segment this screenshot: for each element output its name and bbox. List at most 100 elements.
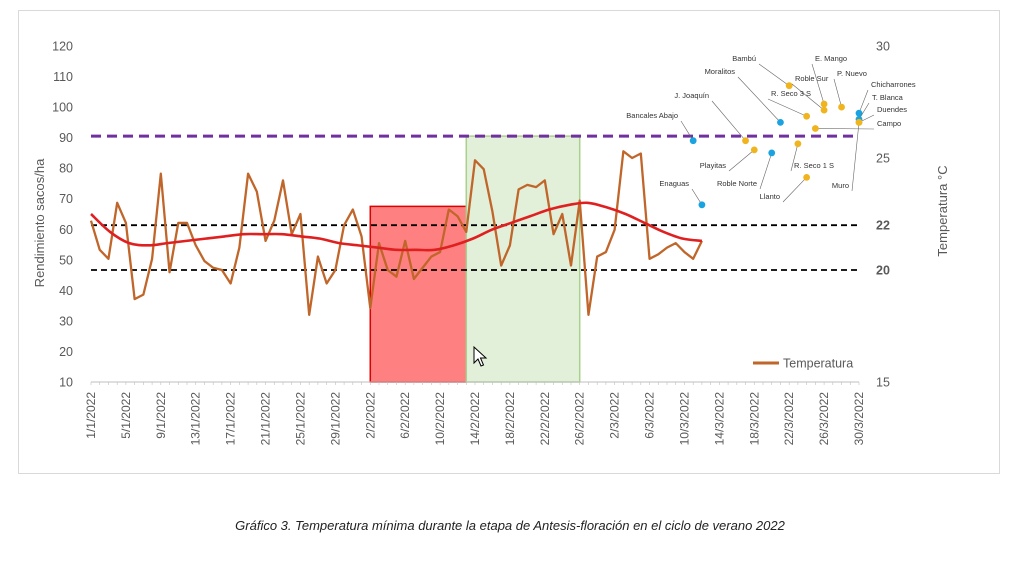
site-point-13: [768, 149, 776, 157]
x-tick-label-1: 5/1/2022: [119, 392, 133, 439]
site-label-12: Playitas: [700, 161, 727, 170]
site-point-4: [838, 103, 845, 111]
y-tick-label-5: 60: [59, 223, 73, 237]
period-box-1: [465, 135, 581, 383]
site-leader-6: [858, 89, 869, 114]
site-label-0: Bambú: [732, 54, 756, 63]
x-tick-label-17: 10/3/2022: [677, 392, 691, 446]
y2-axis-title: Temperatura °C: [935, 165, 950, 256]
x-tick-label-5: 21/1/2022: [259, 392, 273, 446]
site-label-10: Bancales Abajo: [626, 111, 678, 120]
x-tick-label-14: 26/2/2022: [573, 392, 587, 446]
site-point-10: [689, 137, 697, 145]
site-point-12: [750, 146, 758, 154]
y-tick-label-7: 80: [59, 162, 73, 176]
x-tick-label-16: 6/3/2022: [643, 392, 657, 439]
series-line-trend: [90, 201, 703, 252]
x-tick-label-18: 14/3/2022: [712, 392, 726, 446]
site-point-6: [855, 109, 863, 117]
x-tick-label-15: 2/3/2022: [608, 392, 622, 439]
x-tick-label-8: 2/2/2022: [363, 392, 377, 439]
site-label-14: R. Seco 1 S: [794, 161, 834, 170]
y2-tick-label-0: 15: [876, 376, 890, 390]
site-point-16: [803, 173, 811, 181]
site-leader-11: [815, 128, 875, 130]
x-tick-label-19: 18/3/2022: [747, 392, 761, 446]
y-tick-label-1: 20: [59, 345, 73, 359]
y-tick-label-0: 10: [59, 376, 73, 390]
site-label-16: Llanto: [760, 192, 780, 201]
site-leader-5: [767, 98, 807, 117]
x-tick-label-13: 22/2/2022: [538, 392, 552, 446]
site-leader-14: [790, 143, 799, 172]
site-point-5: [803, 112, 811, 120]
site-leader-2: [737, 76, 781, 123]
site-leader-10: [680, 120, 694, 141]
period-box-0: [369, 205, 468, 383]
site-point-17: [855, 118, 863, 126]
y2-tick-label-1: 20: [876, 264, 890, 278]
site-points: Bambú E. Mango Moralitos Roble Sur P. Nuevo R…: [626, 54, 916, 209]
chart-svg: Bambú E. Mango Moralitos Roble Sur P. Nuevo R…: [32, 40, 950, 446]
site-label-4: P. Nuevo: [837, 69, 867, 78]
site-leader-17: [851, 122, 860, 192]
y-tick-label-6: 70: [59, 192, 73, 206]
site-point-11: [811, 125, 819, 132]
chart-frame: Bambú E. Mango Moralitos Roble Sur P. Nuevo R…: [18, 10, 1000, 474]
site-label-3: Roble Sur: [795, 74, 829, 83]
legend: Temperatura: [753, 357, 853, 371]
y-tick-label-11: 120: [52, 40, 73, 54]
site-label-11: Campo: [877, 119, 901, 128]
x-tick-label-22: 30/3/2022: [852, 392, 866, 446]
x-tick-label-20: 22/3/2022: [782, 392, 796, 446]
x-tick-label-9: 6/2/2022: [398, 392, 412, 439]
legend-label: Temperatura: [783, 357, 853, 371]
y-tick-label-3: 40: [59, 284, 73, 298]
site-label-8: T. Blanca: [872, 93, 904, 102]
mouse-cursor-icon: [473, 345, 488, 367]
site-leader-1: [811, 63, 825, 105]
site-leader-4: [833, 78, 842, 108]
site-leader-12: [728, 149, 755, 172]
site-label-7: J. Joaquín: [674, 91, 709, 100]
site-leader-13: [759, 152, 773, 190]
site-leader-16: [782, 177, 807, 203]
site-point-3: [820, 106, 828, 114]
x-tick-label-3: 13/1/2022: [189, 392, 203, 446]
x-tick-label-4: 17/1/2022: [224, 392, 238, 446]
x-tick-label-10: 10/2/2022: [433, 392, 447, 446]
site-leader-0: [758, 63, 790, 86]
series-lines: [89, 150, 703, 316]
site-label-9: Duendes: [877, 105, 907, 114]
y-axis-title: Rendimiento sacos/ha: [32, 158, 47, 287]
site-label-15: Enaguas: [659, 179, 689, 188]
site-label-6: Chicharrones: [871, 80, 916, 89]
site-point-14: [794, 140, 802, 148]
y-tick-label-2: 30: [59, 314, 73, 328]
site-point-1: [820, 100, 828, 108]
site-point-15: [698, 201, 706, 209]
site-label-2: Moralitos: [705, 67, 736, 76]
site-label-13: Roble Norte: [717, 179, 757, 188]
y-tick-label-9: 100: [52, 101, 73, 115]
x-tick-label-0: 1/1/2022: [84, 392, 98, 439]
reference-lines: [91, 134, 859, 271]
y-tick-label-10: 110: [53, 70, 73, 84]
y-tick-label-8: 90: [59, 131, 73, 145]
site-point-7: [742, 137, 749, 145]
y-tick-label-4: 50: [59, 253, 73, 267]
site-leader-3: [791, 83, 825, 111]
x-tick-label-6: 25/1/2022: [293, 392, 307, 446]
site-leader-7: [711, 100, 746, 141]
site-point-2: [777, 118, 784, 126]
figure-caption: Gráfico 3. Temperatura mínima durante la…: [235, 518, 785, 533]
site-label-5: R. Seco 3 S: [771, 89, 811, 98]
y2-tick-label-4: 30: [876, 40, 890, 54]
x-tick-label-2: 9/1/2022: [154, 392, 168, 439]
x-tick-label-7: 29/1/2022: [328, 392, 342, 446]
y2-tick-label-2: 22: [876, 219, 890, 233]
series-line-temperatura: [89, 150, 703, 316]
y2-tick-label-3: 25: [876, 152, 890, 166]
x-tick-label-11: 14/2/2022: [468, 392, 482, 446]
site-point-0: [785, 82, 793, 90]
